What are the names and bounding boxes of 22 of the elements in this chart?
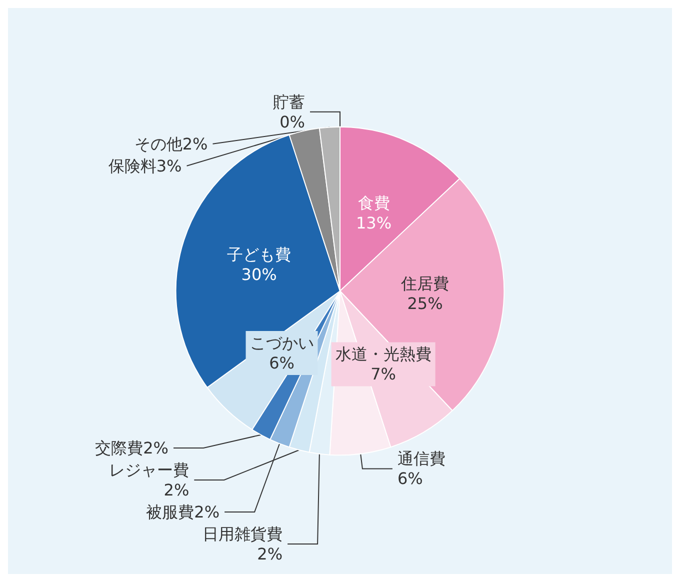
slice-label: 水道・光熱費 [335, 344, 432, 364]
slice-label: 日用雑貨費 [202, 524, 283, 544]
slice-label: こづかい [250, 334, 314, 353]
slice-label: その他2% [134, 134, 208, 154]
data-label: 7% [370, 364, 396, 384]
slice-label: 被服費2% [146, 502, 220, 522]
text: 0% [280, 112, 305, 132]
slice-label: 保険料3% [108, 156, 182, 176]
slice-label: 食費 [358, 193, 390, 212]
data-label: 2% [257, 544, 283, 564]
data-label: 6% [397, 469, 423, 488]
slice-label: 交際費2% [95, 438, 168, 458]
data-label: 2% [164, 480, 190, 500]
data-label: 13% [356, 213, 392, 232]
category-label: 貯蓄 [273, 92, 305, 112]
data-label: 25% [407, 294, 443, 314]
data-label: 6% [269, 354, 294, 373]
slice-label: 子ども費 [227, 245, 292, 264]
slice-label: 通信費 [397, 449, 446, 468]
slice-label: レジャー費 [109, 460, 190, 480]
slice-label: 住居費 [400, 274, 450, 294]
data-label: 30% [241, 265, 277, 284]
